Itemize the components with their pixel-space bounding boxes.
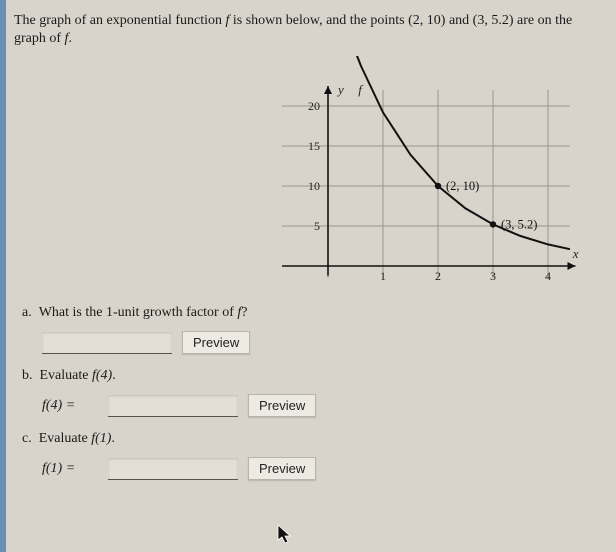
qb-expr: f(4) bbox=[92, 368, 112, 383]
question-b: b. Evaluate f(4). bbox=[22, 368, 602, 384]
left-accent-bar bbox=[0, 0, 6, 552]
qb-text: Evaluate bbox=[40, 368, 92, 383]
qc-expr: f(1) bbox=[91, 431, 111, 446]
answer-input-a[interactable] bbox=[42, 332, 172, 354]
question-c: c. Evaluate f(1). bbox=[22, 431, 602, 447]
answer-input-c[interactable] bbox=[108, 458, 238, 480]
svg-text:f: f bbox=[358, 82, 364, 97]
qc-letter: c. bbox=[22, 431, 32, 446]
cursor-icon bbox=[276, 524, 296, 546]
qc-period: . bbox=[111, 431, 115, 446]
qa-text: What is the 1-unit growth factor of bbox=[39, 305, 238, 320]
qa-q: ? bbox=[241, 305, 247, 320]
answer-input-b[interactable] bbox=[108, 395, 238, 417]
qa-letter: a. bbox=[22, 305, 32, 320]
qb-lhs: f(4) = bbox=[42, 398, 98, 414]
prompt-text: The graph of an exponential function bbox=[14, 13, 225, 28]
answer-row-a: Preview bbox=[42, 331, 602, 354]
svg-text:(2, 10): (2, 10) bbox=[446, 179, 479, 193]
svg-text:15: 15 bbox=[308, 139, 320, 153]
qb-period: . bbox=[112, 368, 116, 383]
qb-letter: b. bbox=[22, 368, 33, 383]
problem-prompt: The graph of an exponential function f i… bbox=[14, 12, 602, 48]
prompt-period: . bbox=[68, 31, 72, 46]
preview-button-c[interactable]: Preview bbox=[248, 457, 316, 480]
graph-container: 1 2 3 4 5 10 15 20 x yf (2, 10) (3, 5.2) bbox=[14, 56, 602, 291]
qc-lhs: f(1) = bbox=[42, 461, 98, 477]
svg-text:3: 3 bbox=[490, 269, 496, 283]
answer-row-c: f(1) = Preview bbox=[42, 457, 602, 480]
exponential-graph: 1 2 3 4 5 10 15 20 x yf (2, 10) (3, 5.2) bbox=[282, 56, 592, 286]
svg-text:(3, 5.2): (3, 5.2) bbox=[501, 218, 537, 232]
svg-text:x: x bbox=[572, 246, 579, 261]
answer-row-b: f(4) = Preview bbox=[42, 394, 602, 417]
preview-button-b[interactable]: Preview bbox=[248, 394, 316, 417]
svg-text:2: 2 bbox=[435, 269, 441, 283]
svg-text:20: 20 bbox=[308, 99, 320, 113]
preview-button-a[interactable]: Preview bbox=[182, 331, 250, 354]
svg-text:5: 5 bbox=[314, 219, 320, 233]
svg-text:y: y bbox=[336, 82, 344, 97]
svg-text:10: 10 bbox=[308, 179, 320, 193]
question-a: a. What is the 1-unit growth factor of f… bbox=[22, 305, 602, 321]
svg-text:1: 1 bbox=[380, 269, 386, 283]
qc-text: Evaluate bbox=[39, 431, 91, 446]
svg-text:4: 4 bbox=[545, 269, 551, 283]
